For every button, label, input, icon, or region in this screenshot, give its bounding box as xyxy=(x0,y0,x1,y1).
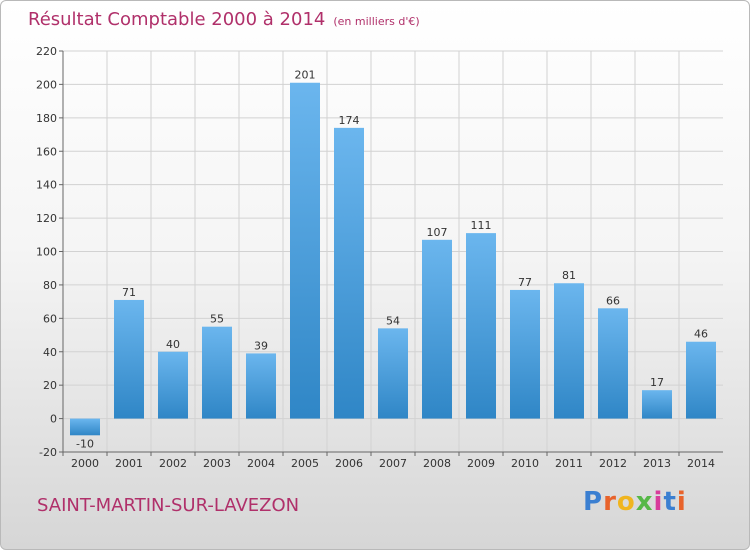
y-tick-label: 140 xyxy=(36,179,57,192)
logo-letter: r xyxy=(603,487,617,517)
x-tick-label: 2011 xyxy=(555,457,583,470)
y-tick-label: 40 xyxy=(43,346,57,359)
y-tick-label: 80 xyxy=(43,279,57,292)
data-label-2004: 39 xyxy=(254,339,268,352)
y-tick-label: 120 xyxy=(36,212,57,225)
logo-letter: i xyxy=(653,487,664,517)
y-tick-label: 0 xyxy=(50,413,57,426)
place-name: SAINT-MARTIN-SUR-LAVEZON xyxy=(37,495,300,516)
x-tick-label: 2003 xyxy=(203,457,231,470)
x-tick-label: 2008 xyxy=(423,457,451,470)
x-tick-label: 2005 xyxy=(291,457,319,470)
chart-subtitle: (en milliers d'€) xyxy=(333,15,420,28)
bar-2007 xyxy=(378,328,408,419)
data-label-2014: 46 xyxy=(694,328,708,341)
logo-letter: t xyxy=(663,487,677,517)
y-tick-label: 60 xyxy=(43,312,57,325)
labels: -10 71 40 55 39 201 174 54 107 111 77 81 66 17 46 xyxy=(76,69,708,451)
logo-letter: i xyxy=(676,487,687,517)
y-tick-label: 200 xyxy=(36,78,57,91)
data-label-2013: 17 xyxy=(650,376,664,389)
x-tick-label: 2009 xyxy=(467,457,495,470)
data-label-2009: 111 xyxy=(471,219,492,232)
data-label-2006: 174 xyxy=(339,114,360,127)
x-tick-label: 2013 xyxy=(643,457,671,470)
data-label-2010: 77 xyxy=(518,276,532,289)
logo-letter: x xyxy=(635,487,654,517)
data-label-2002: 40 xyxy=(166,338,180,351)
logo-letter: o xyxy=(616,487,636,517)
x-tick-label: 2006 xyxy=(335,457,363,470)
y-tick-label: 20 xyxy=(43,379,57,392)
bar-2003 xyxy=(202,326,232,419)
proxiti-logo: Proxiti xyxy=(583,487,687,517)
data-label-2011: 81 xyxy=(562,269,576,282)
x-tick-label: 2000 xyxy=(71,457,99,470)
x-tick-label: 2004 xyxy=(247,457,275,470)
data-label-2001: 71 xyxy=(122,286,136,299)
bar-2001 xyxy=(114,299,144,419)
x-tick-label: 2001 xyxy=(115,457,143,470)
y-tick-label: 220 xyxy=(36,45,57,58)
x-tick-label: 2014 xyxy=(687,457,715,470)
bar-2014 xyxy=(686,341,716,419)
bar-2006 xyxy=(334,127,364,419)
y-tick-label: 160 xyxy=(36,145,57,158)
bar-2011 xyxy=(554,283,584,419)
bar-2010 xyxy=(510,289,540,419)
bar-2012 xyxy=(598,308,628,419)
data-label-2005: 201 xyxy=(295,69,316,82)
grid-lines xyxy=(63,50,723,453)
data-label-2007: 54 xyxy=(386,314,400,327)
data-label-2000: -10 xyxy=(76,437,94,450)
x-tick-label: 2002 xyxy=(159,457,187,470)
bar-2009 xyxy=(466,233,496,419)
data-label-2008: 107 xyxy=(427,226,448,239)
logo-letter: P xyxy=(583,487,604,517)
x-tick-label: 2010 xyxy=(511,457,539,470)
axes: -20 0 20 40 60 80 100 120 140 160 180 200 220 2000 200… xyxy=(36,45,723,470)
bar-2008 xyxy=(422,239,452,419)
y-tick-label: 180 xyxy=(36,112,57,125)
chart-title-text: Résultat Comptable 2000 à 2014 xyxy=(28,9,326,30)
data-label-2003: 55 xyxy=(210,313,224,326)
bar-2013 xyxy=(642,390,672,419)
y-tick-label: -20 xyxy=(39,446,57,459)
bars xyxy=(70,82,716,436)
bar-2002 xyxy=(158,351,188,419)
bar-2004 xyxy=(246,353,276,419)
x-tick-label: 2007 xyxy=(379,457,407,470)
bar-2000 xyxy=(70,418,100,436)
x-tick-label: 2012 xyxy=(599,457,627,470)
y-tick-label: 100 xyxy=(36,246,57,259)
bar-2005 xyxy=(290,82,320,419)
chart-title: Résultat Comptable 2000 à 2014 (en millie… xyxy=(28,9,420,30)
data-label-2012: 66 xyxy=(606,294,620,307)
